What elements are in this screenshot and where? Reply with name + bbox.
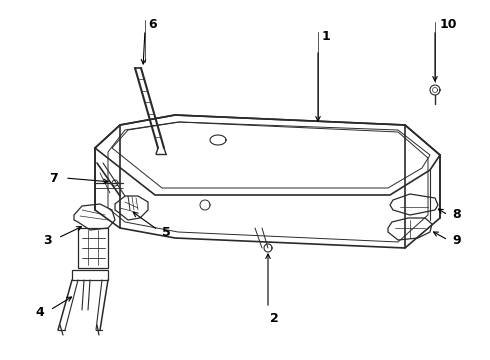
Text: 6: 6 <box>148 18 157 31</box>
Text: 3: 3 <box>44 234 52 247</box>
Text: 4: 4 <box>35 306 44 319</box>
Text: 7: 7 <box>49 171 58 184</box>
Text: 9: 9 <box>452 234 461 247</box>
Text: 5: 5 <box>162 225 171 238</box>
Text: 1: 1 <box>322 30 331 43</box>
Text: 10: 10 <box>440 18 458 31</box>
Text: 8: 8 <box>452 208 461 221</box>
Text: 2: 2 <box>270 312 279 325</box>
